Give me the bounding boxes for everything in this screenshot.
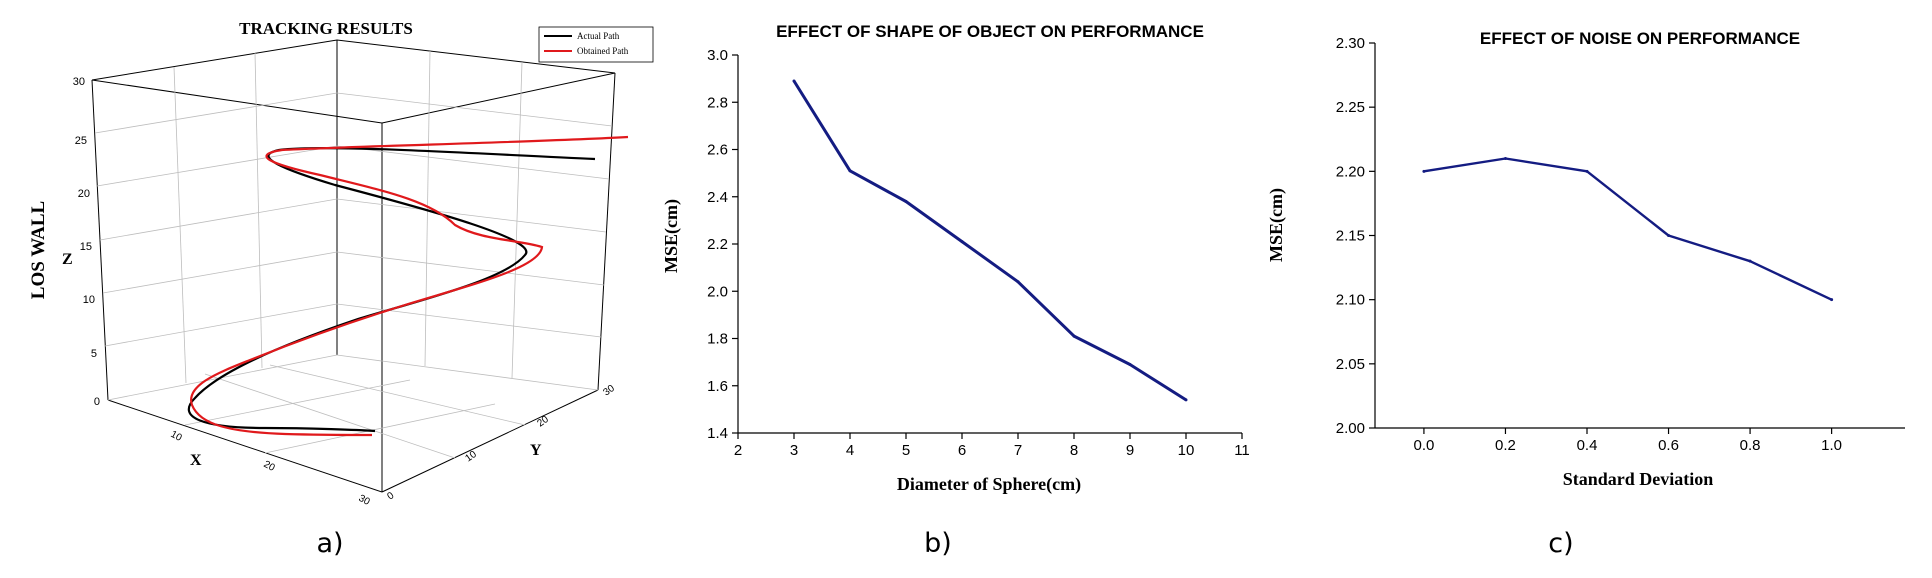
y-ticks-b: 1.4 1.6 1.8 2.0 2.2 2.4 2.6 2.8 3.0 bbox=[707, 47, 738, 442]
b-x-tick-label-6: 8 bbox=[1070, 442, 1078, 459]
y-tick-10: 10 bbox=[463, 449, 479, 465]
box-floor-left bbox=[107, 399, 383, 493]
x-tick-30: 30 bbox=[357, 493, 372, 508]
b-x-tick-label-2: 4 bbox=[846, 442, 854, 459]
panel-a-tracking-3d: 0 5 10 15 20 25 30 10 20 30 0 10 20 30 Z… bbox=[28, 19, 654, 559]
box-floor-right bbox=[381, 389, 599, 493]
c-y-tick-label-2: 2.10 bbox=[1336, 292, 1365, 309]
c-data-point-3 bbox=[1667, 234, 1671, 237]
x-axis-label-c: Standard Deviation bbox=[1563, 469, 1714, 489]
x-tick-20: 20 bbox=[262, 459, 277, 474]
b-y-tick-label-5: 2.4 bbox=[707, 189, 728, 206]
c-y-tick-label-1: 2.05 bbox=[1336, 356, 1365, 373]
b-y-tick-label-8: 3.0 bbox=[707, 47, 728, 64]
b-data-point-0 bbox=[792, 79, 796, 83]
z-tick-25: 25 bbox=[75, 135, 87, 147]
obtained-path-line bbox=[190, 135, 629, 437]
z-tick-20: 20 bbox=[78, 188, 90, 200]
b-x-tick-label-0: 2 bbox=[734, 442, 742, 459]
title-panel-c: EFFECT OF NOISE ON PERFORMANCE bbox=[1480, 29, 1800, 48]
b-y-tick-label-0: 1.4 bbox=[707, 425, 728, 442]
b-data-point-3 bbox=[960, 240, 964, 244]
b-y-tick-label-7: 2.8 bbox=[707, 94, 728, 111]
panel-label-c: c) bbox=[1548, 528, 1573, 559]
c-y-tick-label-0: 2.00 bbox=[1336, 420, 1365, 437]
y-ticks-c: 2.00 2.05 2.10 2.15 2.20 2.25 2.30 bbox=[1336, 35, 1375, 437]
b-data-point-5 bbox=[1072, 334, 1076, 338]
c-data-point-0 bbox=[1422, 169, 1426, 173]
legend-label-obtained: Obtained Path bbox=[577, 46, 629, 56]
c-data-point-5 bbox=[1830, 298, 1834, 302]
c-y-tick-label-4: 2.20 bbox=[1336, 163, 1365, 180]
b-x-tick-label-7: 9 bbox=[1126, 442, 1134, 459]
mse-line-c bbox=[1423, 157, 1833, 301]
b-data-point-6 bbox=[1128, 362, 1132, 366]
c-data-point-4 bbox=[1748, 259, 1752, 263]
mse-line-b bbox=[792, 80, 1187, 402]
panel-b-shape-chart: EFFECT OF SHAPE OF OBJECT ON PERFORMANCE… bbox=[661, 22, 1250, 559]
z-tick-labels: 0 5 10 15 20 25 30 bbox=[73, 76, 100, 408]
b-x-tick-label-8: 10 bbox=[1178, 442, 1195, 459]
x-ticks-c: 0.0 0.2 0.4 0.6 0.8 1.0 bbox=[1413, 428, 1842, 454]
z-tick-5: 5 bbox=[91, 348, 97, 360]
c-y-tick-label-6: 2.30 bbox=[1336, 35, 1365, 52]
b-x-tick-label-4: 6 bbox=[958, 442, 966, 459]
z-tick-30: 30 bbox=[73, 76, 85, 88]
z-tick-0: 0 bbox=[94, 396, 100, 408]
c-x-tick-label-5: 1.0 bbox=[1821, 437, 1842, 454]
legend: Actual Path Obtained Path bbox=[538, 26, 654, 63]
y-axis-label-b: MSE(cm) bbox=[661, 199, 682, 273]
b-x-tick-label-9: 11 bbox=[1234, 442, 1250, 459]
b-y-tick-label-1: 1.6 bbox=[707, 378, 728, 395]
y-axis-label-3d: Y bbox=[530, 442, 542, 459]
c-y-tick-label-3: 2.15 bbox=[1336, 228, 1365, 245]
los-wall-label: LOS WALL bbox=[28, 201, 49, 299]
b-x-tick-label-3: 5 bbox=[902, 442, 910, 459]
y-axis-label-c: MSE(cm) bbox=[1266, 188, 1287, 262]
x-tick-labels-3d: 10 20 30 bbox=[169, 429, 372, 508]
z-tick-15: 15 bbox=[80, 241, 92, 253]
legend-label-actual: Actual Path bbox=[577, 31, 620, 41]
b-y-tick-label-4: 2.2 bbox=[707, 236, 728, 253]
b-data-point-4 bbox=[1016, 280, 1020, 284]
c-x-tick-label-2: 0.4 bbox=[1577, 437, 1598, 454]
box-3d-frame bbox=[91, 39, 616, 493]
c-data-point-1 bbox=[1503, 157, 1507, 160]
y-tick-20: 20 bbox=[535, 414, 551, 430]
box-back-top bbox=[91, 39, 616, 124]
b-data-point-1 bbox=[848, 169, 852, 173]
panel-label-a: a) bbox=[316, 528, 343, 559]
c-x-tick-label-4: 0.8 bbox=[1740, 437, 1761, 454]
y-tick-labels-3d: 0 10 20 30 bbox=[385, 383, 617, 503]
b-x-tick-label-5: 7 bbox=[1014, 442, 1022, 459]
b-y-tick-label-2: 1.8 bbox=[707, 331, 728, 348]
actual-path-line bbox=[187, 147, 596, 433]
c-data-point-2 bbox=[1585, 169, 1589, 173]
legend-box bbox=[538, 26, 654, 63]
y-tick-0: 0 bbox=[385, 490, 396, 502]
b-y-tick-label-6: 2.6 bbox=[707, 142, 728, 159]
b-data-point-2 bbox=[904, 199, 908, 203]
title-panel-a: TRACKING RESULTS bbox=[239, 19, 413, 38]
c-x-tick-label-3: 0.6 bbox=[1658, 437, 1679, 454]
y-tick-30: 30 bbox=[601, 383, 617, 399]
title-panel-b: EFFECT OF SHAPE OF OBJECT ON PERFORMANCE bbox=[776, 22, 1204, 41]
z-axis-label: Z bbox=[62, 251, 73, 268]
x-tick-10: 10 bbox=[169, 429, 184, 444]
b-x-tick-label-1: 3 bbox=[790, 442, 798, 459]
grid-3d bbox=[94, 50, 613, 459]
b-data-point-7 bbox=[1184, 398, 1188, 402]
box-top-front bbox=[91, 79, 383, 124]
panel-label-b: b) bbox=[924, 528, 952, 559]
b-y-tick-label-3: 2.0 bbox=[707, 283, 728, 300]
c-x-tick-label-0: 0.0 bbox=[1413, 437, 1434, 454]
x-axis-label-b: Diameter of Sphere(cm) bbox=[897, 474, 1081, 495]
c-y-tick-label-5: 2.25 bbox=[1336, 99, 1365, 116]
x-ticks-b: 2 3 4 5 6 7 8 9 10 11 bbox=[734, 433, 1250, 459]
panel-c-noise-chart: EFFECT OF NOISE ON PERFORMANCE 2.002.052… bbox=[1266, 29, 1905, 559]
z-tick-10: 10 bbox=[83, 294, 95, 306]
c-x-tick-label-1: 0.2 bbox=[1495, 437, 1516, 454]
x-axis-label-3d: X bbox=[190, 452, 202, 469]
